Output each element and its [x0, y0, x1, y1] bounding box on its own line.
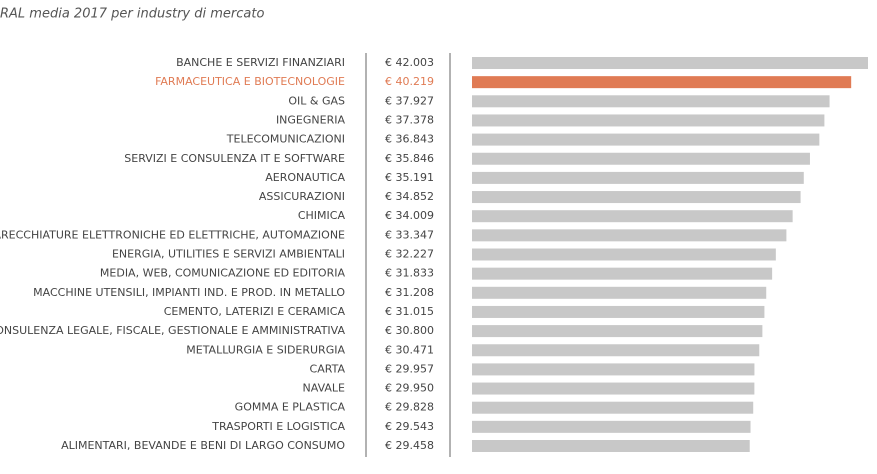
category-label: ALIMENTARI, BEVANDE E BENI DI LARGO CONS… [61, 439, 345, 452]
value-label: € 42.003 [385, 56, 434, 69]
value-label: € 35.846 [385, 152, 434, 165]
value-label: € 30.471 [385, 343, 434, 356]
bar [472, 440, 750, 452]
bar [472, 152, 810, 165]
category-label: SERVIZI E CONSULENZA IT E SOFTWARE [124, 152, 345, 165]
category-label: ASSICURAZIONI [259, 190, 345, 203]
category-label: CHIMICA [298, 209, 346, 222]
category-label: FARMACEUTICA E BIOTECNOLOGIE [155, 75, 345, 88]
bar [472, 382, 755, 395]
category-label: ENERGIA, UTILITIES E SERVIZI AMBIENTALI [112, 248, 345, 261]
bar [472, 210, 793, 223]
bar [472, 325, 763, 338]
bar [472, 76, 852, 89]
value-label: € 29.950 [385, 382, 434, 395]
bar [472, 305, 765, 318]
bar [472, 229, 787, 242]
bar [472, 420, 751, 433]
category-label: CONSULENZA LEGALE, FISCALE, GESTIONALE E… [0, 324, 345, 337]
category-label: CARTA [310, 362, 346, 375]
value-label: € 34.009 [385, 209, 434, 222]
value-label: € 30.800 [385, 324, 434, 337]
bar [472, 267, 773, 280]
category-label: NAVALE [303, 382, 346, 395]
category-label: TELECOMUNICAZIONI [226, 133, 345, 146]
category-label: CEMENTO, LATERIZI E CERAMICA [164, 305, 346, 318]
bar [472, 133, 820, 146]
value-label: € 29.543 [385, 420, 434, 433]
value-label: € 33.347 [385, 228, 434, 241]
bar [472, 171, 804, 184]
category-label: INGEGNERIA [276, 113, 346, 126]
value-label: € 32.227 [385, 248, 434, 261]
value-label: € 34.852 [385, 190, 434, 203]
value-label: € 29.458 [385, 439, 434, 452]
value-label: € 40.219 [385, 75, 434, 88]
bar [472, 114, 825, 127]
bar [472, 344, 760, 357]
category-label: GOMMA E PLASTICA [235, 401, 346, 414]
bar [472, 95, 830, 108]
value-label: € 29.957 [385, 362, 434, 375]
value-label: € 35.191 [385, 171, 434, 184]
category-label: METALLURGIA E SIDERURGIA [186, 343, 345, 356]
category-label: OIL & GAS [288, 94, 345, 107]
chart-title: RAL media 2017 per industry di mercato [0, 7, 264, 22]
bar [472, 401, 754, 414]
value-label: € 31.208 [385, 286, 434, 299]
value-label: € 29.828 [385, 401, 434, 414]
value-label: € 37.927 [385, 94, 434, 107]
bar [472, 363, 755, 376]
category-label: AERONAUTICA [265, 171, 345, 184]
bar [472, 286, 767, 299]
value-label: € 36.843 [385, 133, 434, 146]
value-label: € 31.015 [385, 305, 434, 318]
category-label: MACCHINE UTENSILI, IMPIANTI IND. E PROD.… [33, 286, 345, 299]
value-label: € 37.378 [385, 113, 434, 126]
category-label: BANCHE E SERVIZI FINANZIARI [176, 56, 345, 69]
value-label: € 31.833 [385, 267, 434, 280]
category-label: APPARECCHIATURE ELETTRONICHE ED ELETTRIC… [0, 228, 345, 241]
category-label: TRASPORTI E LOGISTICA [211, 420, 345, 433]
category-label: MEDIA, WEB, COMUNICAZIONE ED EDITORIA [100, 267, 346, 280]
bar [472, 57, 868, 69]
bar [472, 191, 801, 204]
bar [472, 248, 776, 261]
